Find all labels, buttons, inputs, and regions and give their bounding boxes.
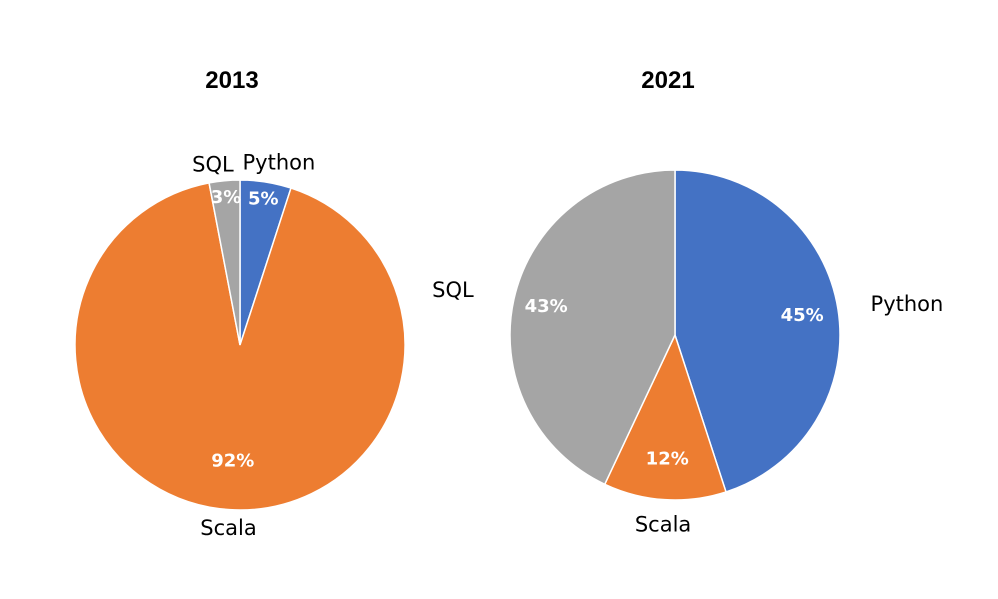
pie-slice-sql [509, 169, 676, 486]
pie-value-label: 5% [248, 188, 279, 209]
chart-title: 2021 [641, 67, 694, 94]
pie-category-label: SQL [432, 278, 474, 302]
pie-slice-scala [603, 332, 727, 501]
pie-chart-0: 2013 5% Python 92% Scala 3% SQL [74, 67, 406, 540]
pie-category-label: SQL [192, 152, 234, 176]
pie-slice-sql [208, 179, 241, 346]
pie-category-label: Scala [200, 516, 256, 540]
pie-chart-1: 2021 45% Python 12% Scala 43% SQL [432, 67, 943, 536]
pie-slice-python [674, 169, 841, 493]
pie-value-label: 3% [211, 187, 242, 208]
pie-value-label: 92% [211, 450, 254, 471]
pie-category-label: Scala [635, 512, 691, 536]
chart-title: 2013 [205, 67, 258, 94]
pie-value-label: 12% [646, 449, 689, 470]
pie-value-label: 45% [781, 305, 824, 326]
pie-category-label: Python [871, 292, 944, 316]
pie-category-label: Python [243, 150, 316, 174]
pie-value-label: 43% [525, 296, 568, 317]
pie-slice-scala [74, 182, 406, 511]
